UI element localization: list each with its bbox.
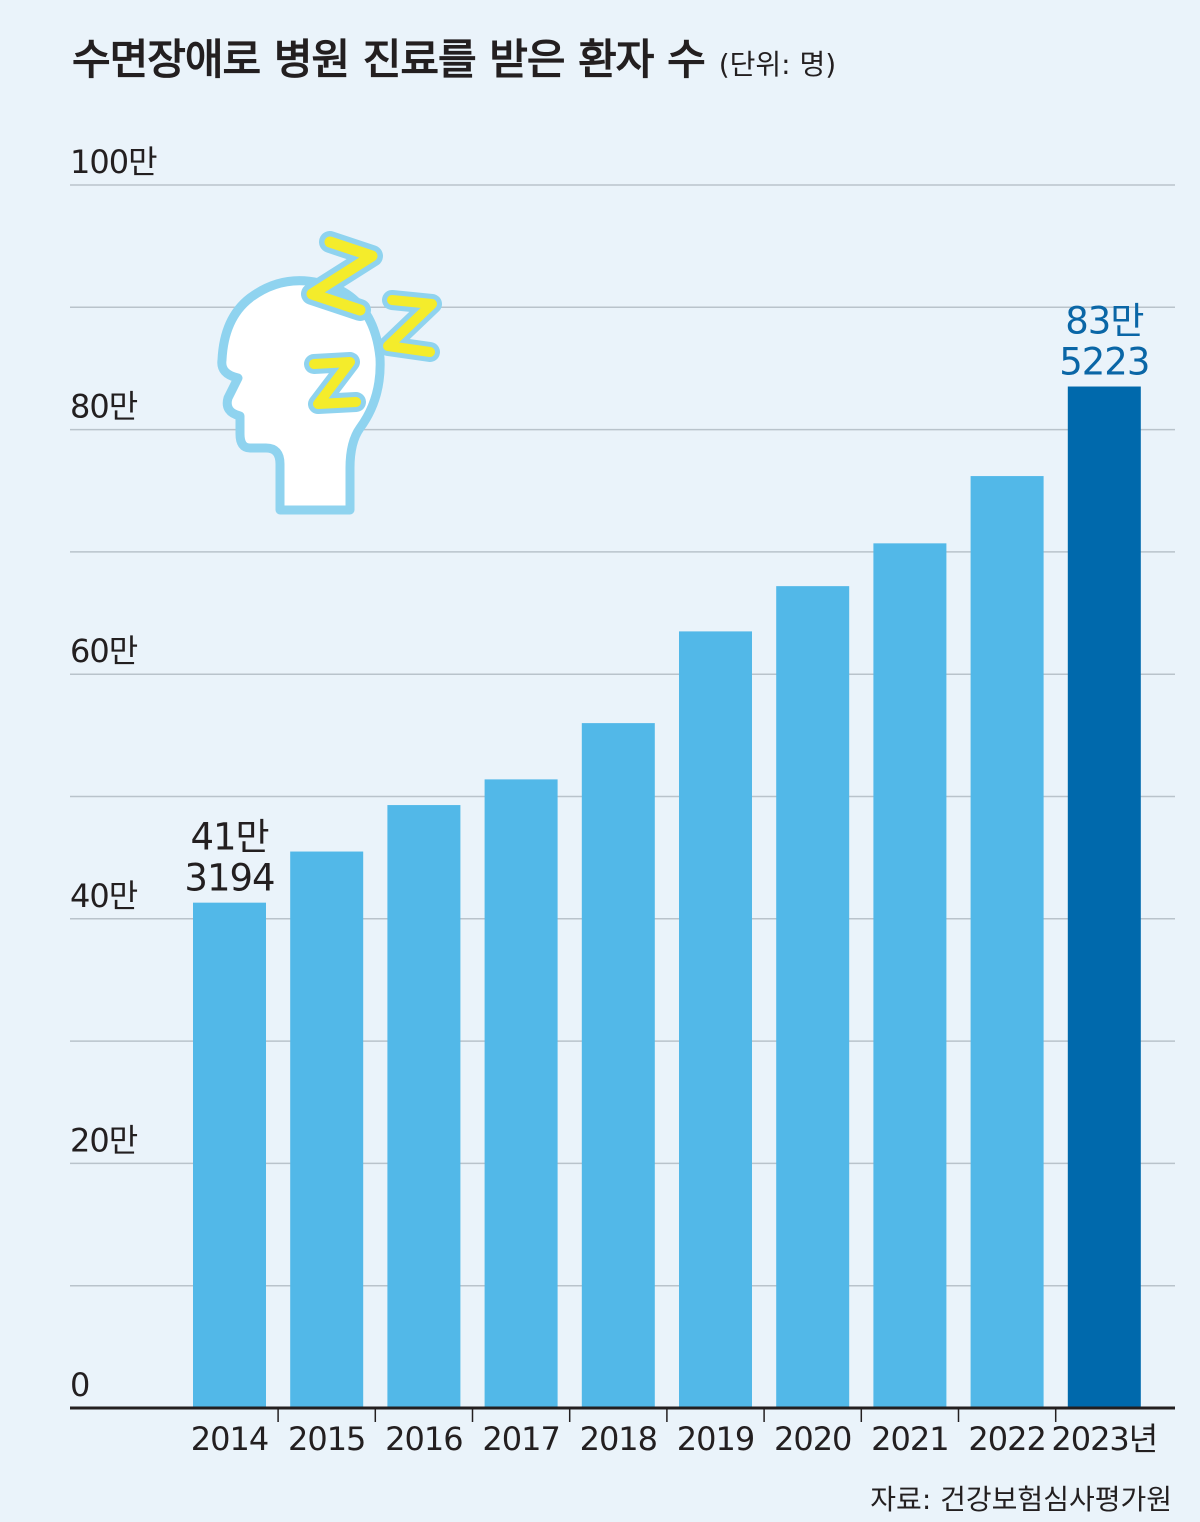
x-tick-label: 2019 [677, 1420, 754, 1458]
bar [1067, 386, 1141, 1408]
x-tick-label: 2022 [968, 1420, 1045, 1458]
y-tick-label: 100만 [70, 143, 157, 181]
bar [970, 476, 1044, 1409]
data-label: 3194 [184, 857, 274, 900]
y-tick-label: 60만 [70, 632, 138, 670]
bar [679, 631, 752, 1408]
data-label: 83만 [1065, 300, 1143, 343]
title-row: 수면장애로 병원 진료를 받은 환자 수 (단위: 명) [72, 26, 836, 87]
data-label: 5223 [1059, 341, 1149, 384]
bar [387, 805, 461, 1408]
data-label: 41만 [190, 816, 268, 859]
bar [484, 779, 558, 1408]
chart-title: 수면장애로 병원 진료를 받은 환자 수 [72, 35, 706, 84]
source-note: 자료: 건강보험심사평가원 [870, 1483, 1172, 1516]
unit-label: (단위: 명) [718, 48, 837, 81]
bar [290, 851, 364, 1408]
bar [193, 902, 266, 1408]
x-tick-label: 2020 [774, 1420, 851, 1458]
x-tick-label: 2015 [288, 1420, 365, 1458]
x-tick-label: 2014 [191, 1420, 268, 1458]
bar [873, 543, 947, 1408]
y-tick-label: 20만 [70, 1121, 138, 1159]
x-tick-label: 2017 [482, 1420, 559, 1458]
sleeping-head-icon [217, 231, 442, 515]
x-tick-label: 2023년 [1051, 1420, 1157, 1458]
bar [581, 723, 655, 1408]
y-tick-label: 0 [70, 1366, 89, 1404]
bar [776, 586, 850, 1408]
x-tick-label: 2018 [580, 1420, 657, 1458]
y-tick-label: 80만 [70, 388, 138, 426]
x-tick-label: 2016 [385, 1420, 462, 1458]
x-tick-label: 2021 [871, 1420, 948, 1458]
y-tick-label: 40만 [70, 877, 138, 915]
